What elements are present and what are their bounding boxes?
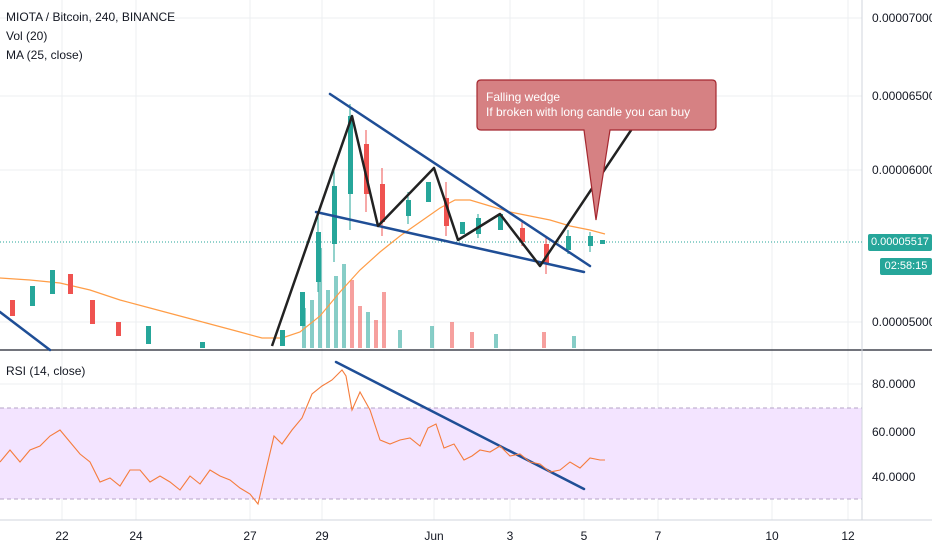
volume-bar bbox=[302, 308, 306, 348]
zigzag-line bbox=[270, 89, 660, 347]
candle bbox=[544, 244, 549, 264]
candle bbox=[146, 326, 151, 344]
candle bbox=[380, 184, 385, 222]
candle bbox=[600, 240, 605, 244]
volume-bar bbox=[398, 330, 402, 348]
volume-bar bbox=[310, 300, 314, 348]
volume-bar bbox=[430, 326, 434, 348]
candle bbox=[30, 286, 35, 306]
rsi-indicator-label[interactable]: RSI (14, close) bbox=[6, 364, 86, 378]
volume-bar bbox=[542, 332, 546, 348]
candle bbox=[364, 144, 369, 194]
candle bbox=[460, 222, 465, 234]
candle bbox=[68, 274, 73, 294]
volume-bar bbox=[572, 336, 576, 348]
candle bbox=[10, 300, 15, 316]
ma-line bbox=[0, 199, 606, 339]
volume-bar bbox=[358, 306, 362, 348]
volume-bar bbox=[350, 280, 354, 348]
main-legend: MIOTA / Bitcoin, 240, BINANCE Vol (20) M… bbox=[6, 8, 175, 65]
candles bbox=[10, 104, 605, 348]
candle bbox=[498, 214, 503, 230]
symbol-title[interactable]: MIOTA / Bitcoin, 240, BINANCE bbox=[6, 10, 176, 24]
candle bbox=[200, 342, 205, 348]
wedge-lower-line bbox=[314, 210, 586, 274]
volume-bar bbox=[494, 334, 498, 348]
candle bbox=[444, 198, 449, 226]
countdown-badge: 02:58:15 bbox=[880, 258, 932, 275]
wedge-upper-line bbox=[328, 92, 592, 268]
vol-indicator-label[interactable]: Vol (20) bbox=[6, 29, 48, 43]
candle bbox=[406, 200, 411, 216]
trendline-left bbox=[0, 310, 52, 352]
candle bbox=[426, 182, 431, 202]
candle bbox=[300, 292, 305, 326]
callout-box bbox=[476, 79, 717, 221]
rsi-trendline bbox=[334, 360, 586, 491]
candle bbox=[520, 228, 525, 242]
candle bbox=[316, 232, 321, 282]
trendlines bbox=[0, 92, 592, 491]
rsi-band bbox=[0, 408, 862, 499]
candle bbox=[566, 236, 571, 250]
rsi-legend: RSI (14, close) bbox=[6, 362, 85, 381]
candle bbox=[588, 236, 593, 246]
candle bbox=[90, 300, 95, 324]
volume-bar bbox=[382, 292, 386, 348]
rsi-line bbox=[0, 369, 605, 506]
current-price-badge: 0.00005517 bbox=[868, 234, 932, 251]
volume-bar bbox=[318, 248, 322, 348]
candle bbox=[280, 330, 285, 346]
volume-bar bbox=[326, 290, 330, 348]
volume-bars bbox=[302, 248, 576, 348]
volume-bar bbox=[470, 332, 474, 348]
candle bbox=[50, 270, 55, 294]
volume-bar bbox=[334, 276, 338, 348]
candle bbox=[348, 116, 353, 194]
volume-bar bbox=[342, 264, 346, 348]
volume-bar bbox=[374, 320, 378, 348]
volume-bar bbox=[366, 312, 370, 348]
volume-bar bbox=[450, 322, 454, 348]
ma-indicator-label[interactable]: MA (25, close) bbox=[6, 48, 83, 62]
candle bbox=[116, 322, 121, 336]
